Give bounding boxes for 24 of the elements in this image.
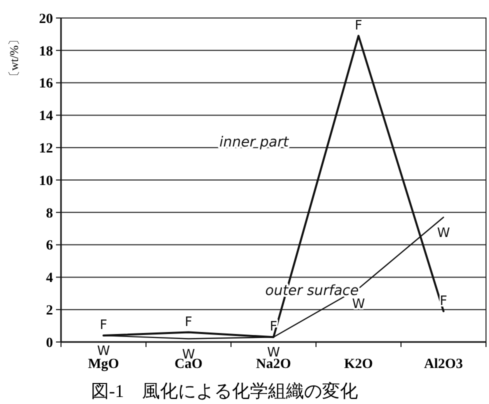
- x-tick-label: MgO: [88, 357, 120, 372]
- text: 図-1 風化による化学組織の変化: [91, 381, 358, 401]
- x-tick-label: Na2O: [256, 357, 292, 372]
- y-tick-label: 18: [39, 44, 53, 60]
- x-tick-label: K2O: [344, 357, 373, 372]
- y-tick-label: 20: [39, 12, 53, 27]
- annotation: W: [97, 344, 110, 360]
- y-tick-label: 16: [39, 76, 53, 92]
- annotation: F: [184, 314, 192, 330]
- y-tick-label: 2: [46, 304, 53, 318]
- annotation: F: [354, 18, 362, 34]
- y-tick-label: 8: [46, 206, 53, 222]
- y-tick-label: 10: [39, 174, 53, 189]
- x-tick-label: Al2O3: [424, 357, 463, 372]
- y-tick-label: 4: [46, 271, 53, 286]
- y-tick-label: 6: [46, 238, 53, 254]
- text: inner part: [219, 134, 290, 150]
- annotation: F: [100, 318, 108, 334]
- y-tick-label: 14: [39, 109, 53, 124]
- y-tick-label: 12: [39, 142, 53, 156]
- annotation: W: [437, 226, 450, 241]
- y-tick-label: 0: [46, 336, 53, 351]
- y-axis-title: 〔wt/%〕: [7, 33, 21, 83]
- annotation: W: [352, 297, 366, 312]
